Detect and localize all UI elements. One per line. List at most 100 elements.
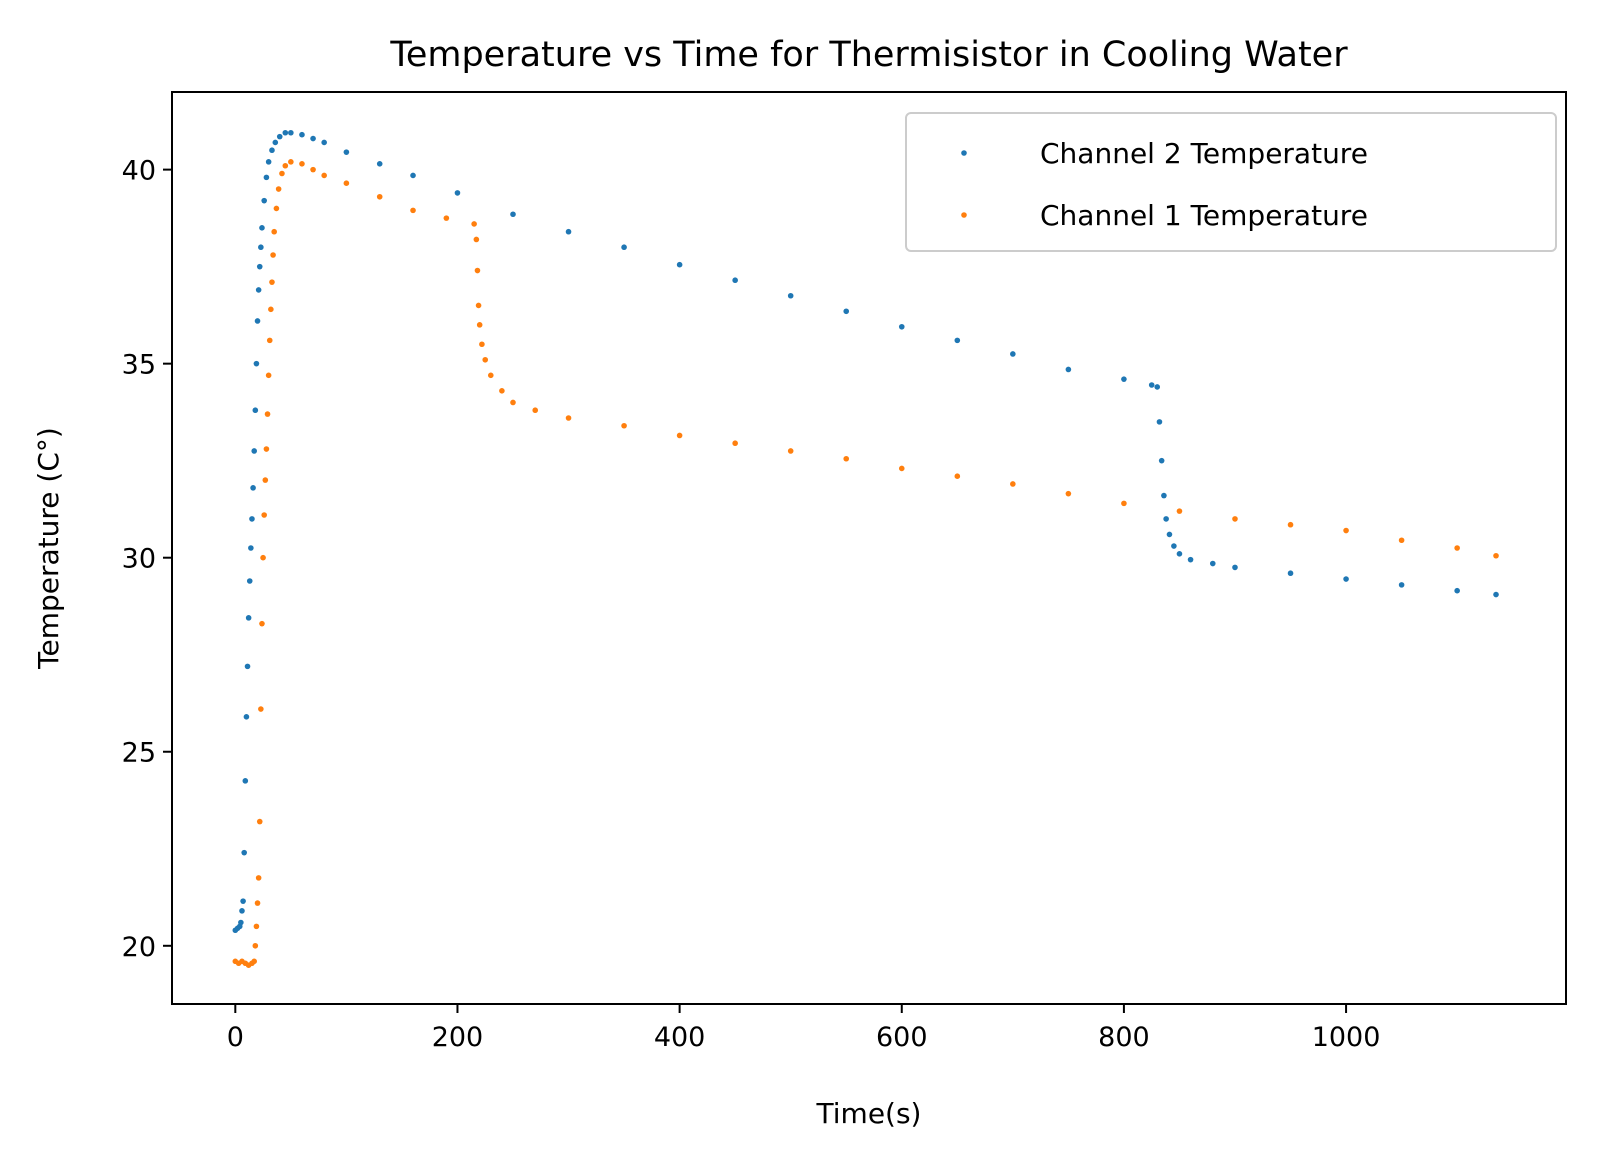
- data-point: [246, 578, 253, 584]
- data-point: [1010, 351, 1016, 357]
- data-point: [288, 129, 294, 136]
- data-point: [1065, 490, 1072, 497]
- data-point: [269, 147, 275, 154]
- data-point: [1232, 564, 1238, 571]
- data-point: [443, 215, 450, 221]
- data-point: [271, 228, 277, 235]
- data-point: [565, 228, 572, 235]
- data-point: [321, 172, 327, 179]
- series-channel-1: [232, 159, 1499, 968]
- data-point: [259, 620, 265, 627]
- data-point: [252, 407, 259, 414]
- data-point: [1454, 587, 1460, 594]
- x-tick-label: 1000: [1312, 1022, 1381, 1053]
- data-point: [249, 516, 255, 522]
- data-point: [260, 554, 266, 561]
- data-point: [787, 292, 794, 299]
- data-point: [1398, 582, 1405, 588]
- data-point: [474, 267, 481, 274]
- data-point: [244, 663, 251, 670]
- data-point: [273, 205, 280, 212]
- data-point: [732, 440, 738, 447]
- data-point: [954, 473, 961, 480]
- data-point: [1171, 543, 1177, 549]
- x-tick-label: 400: [654, 1022, 706, 1053]
- data-point: [621, 244, 627, 251]
- y-axis: 20 25 30 35 40: [122, 156, 172, 963]
- x-tick-label: 200: [432, 1022, 484, 1053]
- data-point: [410, 207, 416, 214]
- data-point: [475, 302, 482, 309]
- data-point: [1343, 527, 1349, 534]
- data-point: [343, 180, 350, 186]
- data-point: [1158, 457, 1165, 464]
- data-point: [1343, 576, 1349, 582]
- data-point: [263, 174, 270, 181]
- x-axis-label: Time(s): [816, 1097, 922, 1130]
- data-point: [1232, 516, 1238, 522]
- data-point: [1493, 591, 1499, 598]
- data-point: [299, 131, 305, 138]
- legend-label-channel-2: Channel 2 Temperature: [1040, 137, 1368, 170]
- y-tick-label: 20: [122, 932, 156, 963]
- data-point: [1176, 551, 1183, 557]
- y-tick-label: 35: [122, 350, 156, 381]
- data-point: [243, 714, 250, 720]
- data-point: [239, 908, 245, 914]
- data-point: [898, 465, 905, 472]
- data-point: [256, 263, 263, 270]
- data-point: [276, 133, 283, 140]
- data-point: [1154, 384, 1161, 390]
- data-point: [251, 448, 257, 454]
- data-point: [258, 706, 264, 712]
- data-point: [261, 197, 267, 204]
- data-point: [241, 849, 247, 856]
- data-point: [376, 193, 383, 200]
- data-point: [270, 252, 276, 258]
- y-axis-label: Temperature (C°): [32, 427, 65, 670]
- data-point: [479, 341, 485, 348]
- data-point: [510, 399, 516, 406]
- data-point: [532, 407, 539, 414]
- legend: Channel 2 Temperature Channel 1 Temperat…: [905, 112, 1557, 252]
- data-point: [253, 360, 260, 367]
- data-point: [254, 318, 261, 324]
- data-point: [265, 159, 272, 165]
- data-point: [1163, 516, 1169, 522]
- data-point: [253, 923, 260, 930]
- data-point: [676, 261, 683, 268]
- data-point: [843, 308, 850, 315]
- data-point: [252, 942, 259, 949]
- data-point: [1287, 521, 1294, 528]
- data-point: [238, 919, 244, 926]
- y-tick-label: 25: [122, 738, 156, 769]
- x-tick-label: 0: [227, 1022, 244, 1053]
- data-point: [1454, 545, 1460, 551]
- data-point: [310, 166, 316, 173]
- x-tick-label: 600: [876, 1022, 928, 1053]
- data-point: [1010, 481, 1016, 487]
- x-axis: 0 200 400 600 800 1000: [227, 1004, 1381, 1053]
- plot-area: [232, 129, 1499, 968]
- data-point: [251, 958, 257, 965]
- data-point: [1209, 560, 1216, 567]
- data-point: [258, 244, 264, 251]
- legend-marker-channel-1: [961, 212, 967, 218]
- data-point: [254, 900, 261, 906]
- data-point: [288, 159, 294, 165]
- data-point: [954, 337, 961, 344]
- plot-frame: [171, 91, 1567, 1005]
- data-point: [676, 432, 683, 439]
- chart-title: Temperature vs Time for Thermisistor in …: [389, 35, 1348, 75]
- data-point: [473, 236, 480, 243]
- data-point: [898, 323, 905, 330]
- y-tick-label: 30: [122, 544, 156, 575]
- data-point: [272, 139, 279, 146]
- data-point: [255, 287, 262, 293]
- legend-marker-channel-2: [961, 150, 967, 156]
- data-point: [255, 875, 262, 881]
- data-point: [1187, 556, 1194, 563]
- data-point: [565, 415, 572, 421]
- legend-box: [905, 112, 1557, 252]
